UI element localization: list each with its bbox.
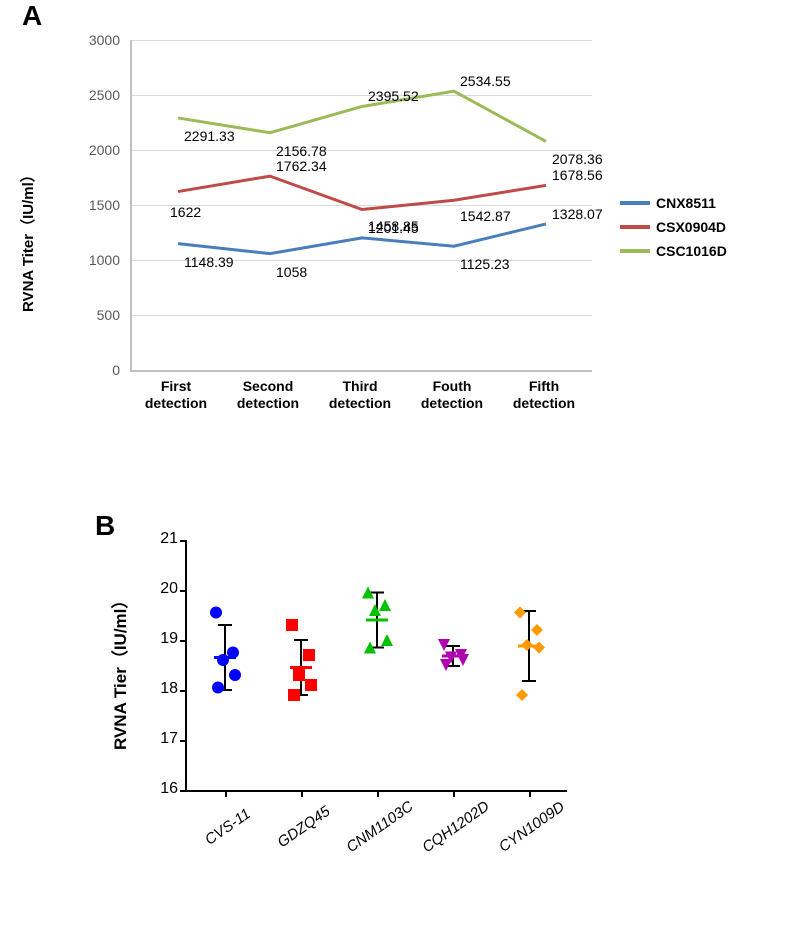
data-point — [457, 654, 469, 666]
data-point — [516, 689, 528, 701]
panel-a-ytick: 2000 — [55, 142, 120, 158]
data-point — [210, 607, 222, 619]
panel-a-datalabel: 1058 — [276, 264, 307, 280]
panel-b-ytick: 17 — [138, 730, 178, 748]
panel-a-datalabel: 1458.85 — [368, 218, 419, 234]
panel-b-ytick: 19 — [138, 630, 178, 648]
panel-a-chart: RVNA Titer（IU/ml） 0500100015002000250030… — [55, 20, 755, 460]
panel-a-datalabel: 2156.78 — [276, 143, 327, 159]
panel-b-svg — [187, 540, 567, 790]
data-point — [286, 619, 298, 631]
legend-swatch — [620, 201, 650, 205]
panel-a-ytick: 3000 — [55, 32, 120, 48]
series-line — [178, 176, 546, 209]
panel-a-datalabel: 1328.07 — [552, 206, 603, 222]
data-point — [381, 634, 393, 646]
panel-a-datalabel: 1762.34 — [276, 158, 327, 174]
series-line — [178, 224, 546, 254]
panel-a-datalabel: 1125.23 — [460, 256, 510, 272]
data-point — [303, 649, 315, 661]
panel-a-datalabel: 1678.56 — [552, 167, 603, 183]
panel-a-datalabel: 2078.36 — [552, 151, 603, 167]
panel-a-datalabel: 2395.52 — [368, 88, 419, 104]
panel-a-datalabel: 2291.33 — [184, 128, 235, 144]
panel-a-label: A — [22, 0, 42, 32]
legend-swatch — [620, 249, 650, 253]
data-point — [514, 607, 526, 619]
data-point — [229, 669, 241, 681]
data-point — [533, 642, 545, 654]
panel-a-ytick: 500 — [55, 307, 120, 323]
data-point — [288, 689, 300, 701]
panel-b-ytick: 20 — [138, 580, 178, 598]
legend-label: CSX0904D — [656, 219, 726, 235]
data-point — [369, 604, 381, 616]
legend-item: CNX8511 — [620, 195, 727, 211]
figure-page: A RVNA Titer（IU/ml） 0 500 1000 1500 2000 2500… — [0, 0, 786, 951]
panel-a-legend: CNX8511 CSX0904D CSC1016D — [620, 195, 727, 267]
panel-a-ytick: 1000 — [55, 252, 120, 268]
panel-b-xlabel: GDZQ45 — [262, 794, 345, 860]
panel-b-plot-area — [185, 540, 567, 792]
legend-swatch — [620, 225, 650, 229]
data-point — [212, 682, 224, 694]
panel-b-ytitle: RVNA Tier（IU/ml） — [106, 592, 131, 750]
panel-a-ytick: 1500 — [55, 197, 120, 213]
panel-a-xlabel: Thirddetection — [314, 378, 406, 412]
panel-a-xlabel: Firstdetection — [130, 378, 222, 412]
panel-a-ytitle: RVNA Titer（IU/ml） — [17, 167, 38, 312]
panel-b-xlabel: CVS-11 — [186, 794, 269, 860]
panel-b-ytick: 16 — [138, 780, 178, 798]
panel-b-ytick: 18 — [138, 680, 178, 698]
legend-item: CSC1016D — [620, 243, 727, 259]
data-point — [305, 679, 317, 691]
panel-a-datalabel: 1542.87 — [460, 208, 511, 224]
data-point — [227, 647, 239, 659]
data-point — [217, 654, 229, 666]
panel-a-plot-area: 1148.3910581201.451125.231328.0716221762… — [130, 40, 592, 372]
panel-b-ytick: 21 — [138, 530, 178, 548]
panel-a-ytick: 2500 — [55, 87, 120, 103]
panel-a-xlabel: Fifthdetection — [498, 378, 590, 412]
panel-b-xlabel: CYN1009D — [490, 794, 573, 860]
panel-a-datalabel: 2534.55 — [460, 73, 511, 89]
panel-a-xlabel: Seconddetection — [222, 378, 314, 412]
data-point — [531, 624, 543, 636]
panel-a-ytick: 0 — [55, 362, 120, 378]
legend-label: CSC1016D — [656, 243, 727, 259]
panel-a-xlabel: Fouthdetection — [406, 378, 498, 412]
legend-label: CNX8511 — [656, 195, 716, 211]
panel-b-xlabel: CNM1103C — [338, 794, 421, 860]
panel-a-datalabel: 1622 — [170, 204, 201, 220]
panel-b-xlabel: CQH1202D — [414, 794, 497, 860]
panel-b-chart: RVNA Tier（IU/ml） 16 17 18 19 20 21 CVS-11GDZQ… — [90, 530, 630, 930]
data-point — [293, 669, 305, 681]
panel-a-datalabel: 1148.39 — [184, 254, 234, 270]
data-point — [521, 639, 533, 651]
legend-item: CSX0904D — [620, 219, 727, 235]
data-point — [379, 599, 391, 611]
